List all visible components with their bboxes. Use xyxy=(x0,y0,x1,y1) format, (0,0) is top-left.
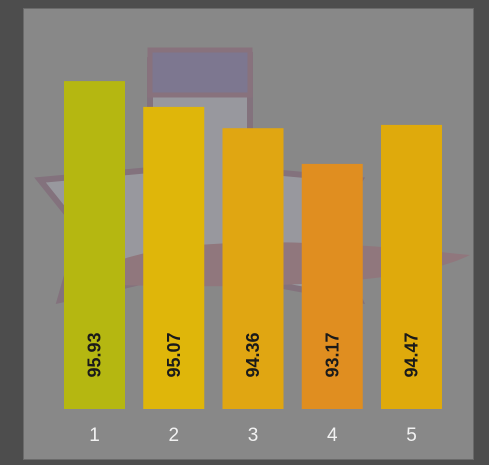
bar-4 xyxy=(301,163,363,409)
x-tick-label-4: 4 xyxy=(327,425,338,446)
x-tick-label-2: 2 xyxy=(168,425,179,446)
bar-3 xyxy=(222,128,284,409)
x-tick-label-1: 1 xyxy=(89,425,100,446)
value-label-1: 95.93 xyxy=(85,332,105,377)
bar-5 xyxy=(381,124,442,410)
value-label-3: 94.36 xyxy=(243,332,263,377)
bars-group xyxy=(64,81,442,410)
x-tick-labels-group: 1 2 3 4 5 xyxy=(89,425,417,446)
x-tick-label-3: 3 xyxy=(248,425,259,446)
value-label-5: 94.47 xyxy=(402,332,422,377)
value-labels-group: 95.93 95.07 94.36 93.17 94.47 xyxy=(85,332,422,377)
value-label-2: 95.07 xyxy=(164,332,184,377)
x-tick-label-5: 5 xyxy=(406,425,417,446)
bar-1 xyxy=(64,81,125,409)
value-label-4: 93.17 xyxy=(322,332,342,377)
bar-2 xyxy=(143,106,205,410)
